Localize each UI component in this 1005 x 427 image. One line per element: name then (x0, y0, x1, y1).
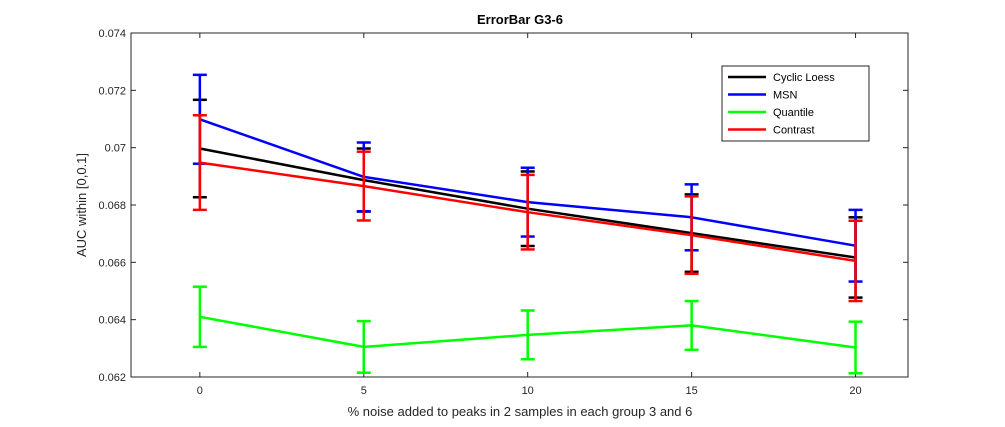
y-tick-label: 0.072 (98, 85, 126, 97)
y-tick-label: 0.07 (105, 143, 126, 155)
x-axis-title: % noise added to peaks in 2 samples in e… (348, 404, 693, 419)
legend-label: MSN (773, 90, 798, 102)
y-tick-label: 0.068 (98, 200, 126, 212)
x-tick-label: 10 (522, 385, 534, 397)
legend-label: Quantile (773, 107, 814, 119)
chart-title: ErrorBar G3-6 (477, 12, 563, 27)
x-tick-label: 0 (197, 385, 203, 397)
x-tick-label: 5 (361, 385, 367, 397)
x-tick-label: 20 (849, 385, 861, 397)
y-axis-title: AUC within [0,0.1] (74, 153, 89, 257)
y-tick-label: 0.064 (98, 315, 126, 327)
legend-label: Contrast (773, 125, 815, 137)
y-tick-label: 0.074 (98, 28, 126, 40)
y-tick-label: 0.066 (98, 257, 126, 269)
legend-label: Cyclic Loess (773, 72, 835, 84)
legend: Cyclic Loess MSN Quantile Contrast (722, 66, 869, 141)
y-tick-label: 0.062 (98, 372, 126, 384)
x-tick-label: 15 (685, 385, 697, 397)
